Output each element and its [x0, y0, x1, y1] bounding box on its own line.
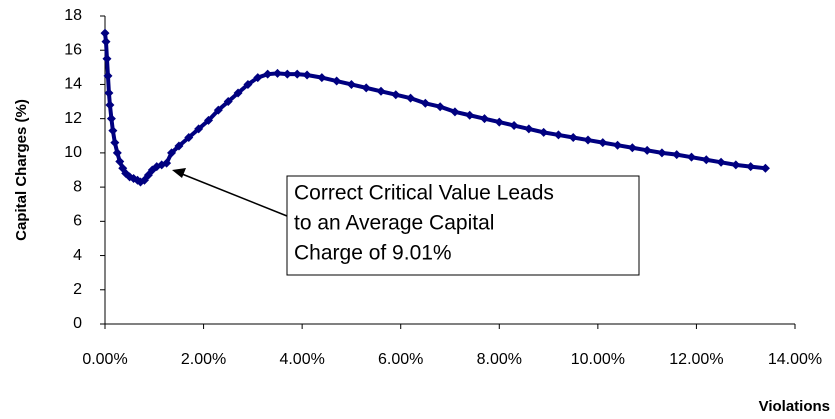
point [731, 160, 741, 170]
point [687, 152, 696, 162]
point [194, 124, 204, 134]
point [100, 28, 110, 38]
arrow-head [172, 168, 186, 178]
point [376, 86, 386, 96]
annotation-text: to an Average Capital [294, 212, 494, 235]
point [253, 73, 263, 83]
point [450, 107, 460, 117]
y-tick-label: 16 [64, 41, 82, 58]
point [568, 132, 578, 142]
y-tick-label: 12 [64, 110, 82, 127]
point [167, 148, 177, 158]
point [553, 130, 563, 140]
x-tick-label: 12.00% [669, 351, 723, 368]
y-tick-label: 14 [64, 76, 82, 93]
x-tick-label: 10.00% [571, 351, 625, 368]
point [105, 100, 115, 110]
point [143, 170, 153, 180]
point [174, 141, 184, 151]
annotation-arrow [181, 173, 288, 217]
point [509, 121, 519, 131]
y-tick-label: 6 [73, 213, 82, 230]
point [243, 79, 253, 89]
point [104, 88, 114, 98]
x-tick-label: 8.00% [477, 351, 522, 368]
y-tick-label: 18 [64, 7, 82, 24]
point [302, 70, 312, 80]
y-tick-label: 2 [73, 281, 82, 298]
point [627, 143, 637, 153]
x-tick-label: 2.00% [181, 351, 226, 368]
point [184, 132, 194, 142]
point [642, 145, 652, 155]
point [613, 140, 623, 150]
point [106, 114, 116, 124]
point [583, 135, 593, 145]
point [672, 150, 682, 160]
point [420, 98, 430, 108]
point [332, 76, 342, 86]
annotation-text: Correct Critical Value Leads [294, 182, 554, 205]
y-axis-label: Capital Charges (%) [13, 99, 30, 241]
point [223, 97, 233, 107]
point [746, 162, 756, 172]
annotation-box [286, 175, 640, 276]
y-tick-label: 0 [73, 315, 82, 332]
point [524, 124, 534, 134]
point [102, 54, 112, 64]
y-tick-label: 4 [73, 247, 82, 264]
point [108, 126, 118, 136]
point [494, 117, 504, 127]
point [112, 148, 122, 158]
point [598, 138, 608, 148]
x-tick-label: 6.00% [378, 351, 423, 368]
point [110, 138, 120, 148]
point [480, 114, 489, 124]
point [406, 93, 416, 103]
point [162, 158, 172, 168]
point [204, 115, 213, 125]
point [701, 155, 711, 165]
point [273, 68, 282, 78]
y-tick-label: 8 [73, 178, 82, 195]
point [391, 90, 401, 100]
point [101, 37, 111, 47]
point [115, 156, 125, 166]
point [213, 105, 223, 115]
point [346, 79, 356, 89]
point [282, 69, 292, 79]
point [760, 163, 770, 173]
point [292, 69, 302, 79]
point [317, 73, 327, 83]
annotation-text: Charge of 9.01% [294, 242, 452, 265]
curve [103, 32, 766, 185]
point [539, 127, 549, 137]
point [361, 83, 371, 93]
point [716, 157, 726, 167]
y-tick-label: 10 [64, 144, 82, 161]
point [139, 175, 149, 185]
point [233, 88, 243, 98]
point [103, 71, 113, 81]
point [657, 148, 667, 158]
x-tick-label: 4.00% [279, 351, 324, 368]
point [465, 110, 475, 120]
x-tick-label: 14.00% [768, 351, 822, 368]
point [263, 69, 273, 79]
x-tick-label: 0.00% [82, 351, 127, 368]
x-axis-label: Violations [759, 398, 830, 415]
point [435, 102, 445, 112]
